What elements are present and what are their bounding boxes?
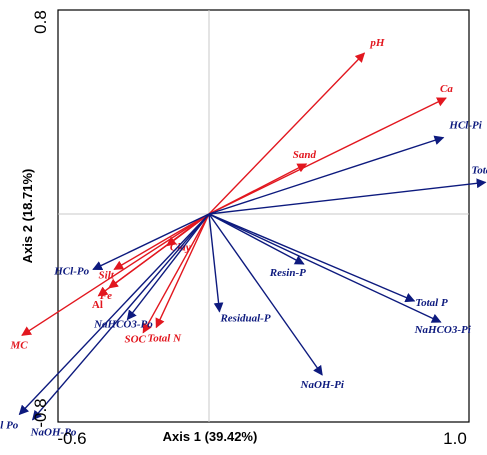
x-tick-right: 1.0 (443, 429, 467, 448)
vector-label-soc: SOC (124, 334, 146, 346)
vector-arrow-nahco3-po (126, 213, 210, 321)
vector-label-nahco3-pi: NaHCO3-Pi (414, 324, 472, 336)
vector-label-naoh-pi: NaOH-Pi (300, 379, 345, 391)
vector-arrow-naoh-pi (208, 213, 323, 376)
vector-arrow-sand (208, 163, 308, 215)
vectors-group: pHCaSandClaySiltFeAlMCSOCTotal NHCl-PiTo… (0, 37, 487, 439)
vector-label-ca: Ca (440, 83, 453, 95)
vector-label-total-p: Total P (415, 297, 448, 309)
vector-arrow-ca (208, 97, 447, 215)
vector-label-sand: Sand (293, 149, 317, 161)
y-tick-bottom: -0.8 (31, 398, 50, 427)
vector-label-total-pi: Total Pi (472, 164, 487, 176)
vector-arrow-silt (113, 213, 210, 271)
vector-arrow-hcl-pi (208, 135, 445, 215)
vector-arrow-naoh-po (31, 213, 210, 421)
vector-arrow-total-pi (208, 178, 487, 215)
vector-arrow-hcl-po (92, 213, 210, 271)
vector-arrow-resin-p (208, 213, 305, 265)
vector-arrow-nahco3-pi (208, 213, 442, 323)
vector-arrow-ph (208, 52, 366, 215)
vector-label-ph: pH (369, 37, 385, 49)
plot-frame (57, 9, 470, 423)
vector-arrow-total-p (208, 213, 416, 303)
vector-label-total-n: Total N (148, 332, 183, 344)
y-tick-top: 0.8 (31, 10, 50, 34)
vector-arrow-residual-p (208, 213, 224, 313)
vector-label-mc: MC (9, 339, 28, 351)
y-axis-title: Axis 2 (18.71%) (20, 169, 35, 264)
vector-label-residual-p: Residual-P (219, 313, 270, 325)
vector-arrow-total-po (18, 213, 210, 416)
vector-label-hcl-po: HCl-Po (53, 265, 89, 277)
vector-label-naoh-po: NaOH-Po (30, 427, 77, 439)
vector-arrow-soc (142, 213, 210, 334)
vector-label-resin-p: Resin-P (269, 267, 306, 279)
vector-label-al: Al (92, 299, 103, 311)
vector-arrow-al (97, 213, 210, 297)
x-axis-title: Axis 1 (39.42%) (163, 429, 258, 444)
vector-label-hcl-pi: HCl-Pi (448, 120, 482, 132)
vector-label-nahco3-po: NaHCO3-Po (93, 319, 153, 331)
vector-label-total-po: Total Po (0, 419, 19, 431)
vector-arrow-mc (21, 213, 210, 336)
vector-arrow-total-n (155, 213, 210, 329)
x-tick-left: -0.6 (57, 429, 86, 448)
